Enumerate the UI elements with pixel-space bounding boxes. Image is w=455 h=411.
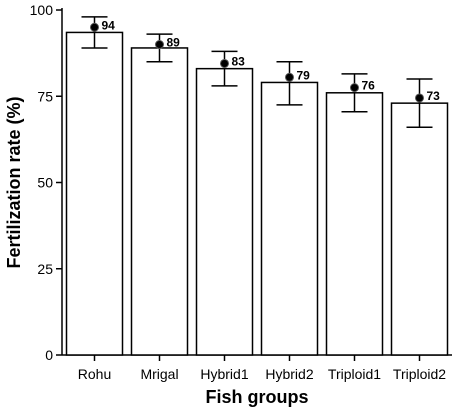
bar	[325, 92, 384, 356]
data-marker	[90, 22, 99, 32]
bars	[65, 16, 449, 356]
data-label: 89	[167, 36, 181, 50]
data-marker	[415, 93, 424, 103]
x-axis-title: Fish groups	[206, 387, 309, 407]
data-labels: 94 89 83 79 76 73	[102, 18, 441, 103]
data-label: 79	[297, 68, 311, 82]
bar	[65, 31, 124, 356]
y-tick-label: 0	[45, 347, 53, 363]
data-marker	[350, 83, 359, 93]
bar	[195, 67, 254, 356]
y-tick-label: 25	[37, 261, 53, 277]
y-tick-label: 100	[30, 2, 54, 18]
data-marker	[285, 72, 294, 82]
bar	[390, 102, 449, 356]
x-tick-label: Hybrid1	[200, 366, 248, 382]
x-tick-label: Hybrid2	[265, 366, 313, 382]
data-marker	[220, 58, 229, 68]
data-label: 83	[232, 54, 246, 68]
bar	[130, 47, 189, 356]
x-tick-label: Mrigal	[140, 366, 178, 382]
data-label: 94	[102, 18, 116, 32]
x-axis: Rohu Mrigal Hybrid1 Hybrid2 Triploid1 Triploi…	[62, 354, 452, 382]
y-tick-label: 75	[37, 88, 53, 104]
x-tick-label: Triploid2	[393, 366, 446, 382]
data-label: 76	[362, 79, 376, 93]
x-tick-label: Triploid1	[328, 366, 381, 382]
y-axis-title: Fertilization rate (%)	[4, 96, 24, 268]
data-label: 73	[427, 89, 441, 103]
bar	[260, 81, 319, 356]
y-axis: 0 25 50 75 100	[30, 2, 63, 363]
y-tick-label: 50	[37, 175, 53, 191]
data-marker	[155, 40, 164, 49]
x-tick-label: Rohu	[78, 366, 111, 382]
